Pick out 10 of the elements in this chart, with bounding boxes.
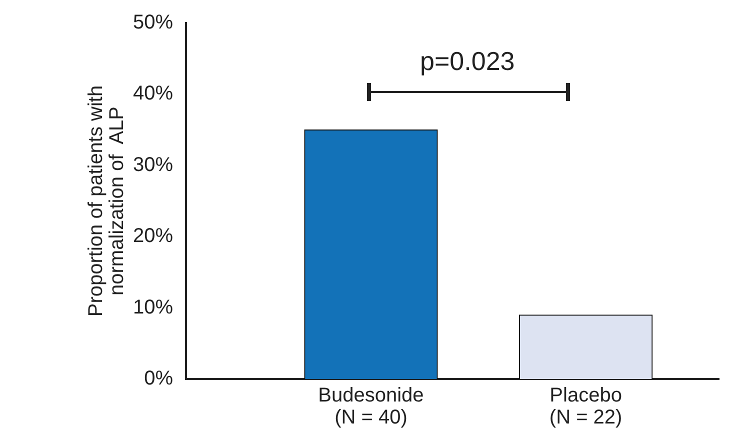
y-tick-label: 10% — [133, 296, 174, 318]
x-tick-label: Placebo (N = 22) — [549, 384, 622, 429]
y-axis-title: Proportion of patients with normalization of ALP — [85, 85, 128, 317]
x-tick-label: Budesonide (N = 40) — [318, 384, 424, 429]
y-tick-label: 30% — [133, 154, 174, 176]
y-tick-label: 40% — [133, 82, 174, 105]
y-tick-label: 50% — [133, 12, 174, 34]
y-tick-label: 20% — [133, 225, 174, 248]
annotation: p=0.023 — [420, 46, 515, 76]
y-tick-label: 0% — [144, 368, 174, 390]
